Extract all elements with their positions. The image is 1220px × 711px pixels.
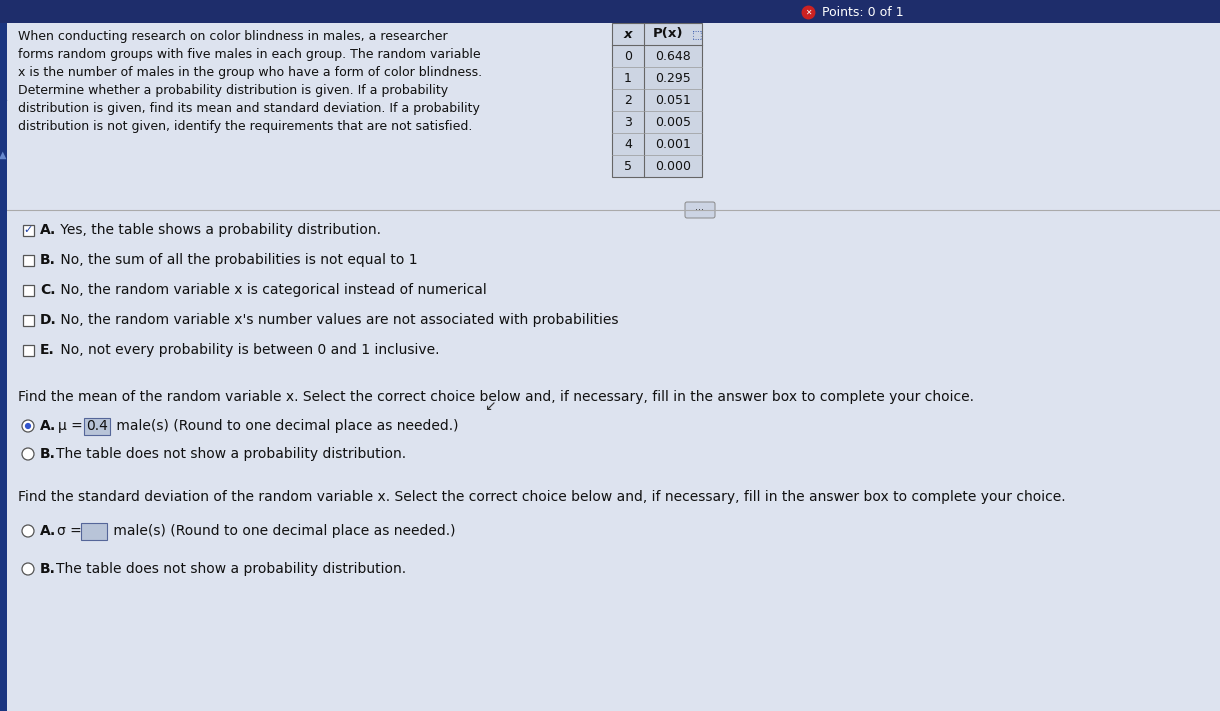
FancyBboxPatch shape bbox=[612, 23, 702, 177]
Text: B.: B. bbox=[40, 447, 56, 461]
Text: distribution is not given, identify the requirements that are not satisfied.: distribution is not given, identify the … bbox=[18, 120, 472, 133]
Text: The table does not show a probability distribution.: The table does not show a probability di… bbox=[56, 447, 406, 461]
FancyBboxPatch shape bbox=[684, 202, 715, 218]
Text: Points: 0 of 1: Points: 0 of 1 bbox=[822, 6, 904, 18]
FancyBboxPatch shape bbox=[0, 0, 7, 711]
FancyBboxPatch shape bbox=[22, 284, 33, 296]
Text: B.: B. bbox=[40, 253, 56, 267]
FancyBboxPatch shape bbox=[0, 0, 1220, 23]
Text: ✓: ✓ bbox=[23, 225, 33, 235]
Text: A.: A. bbox=[40, 419, 56, 433]
Text: Yes, the table shows a probability distribution.: Yes, the table shows a probability distr… bbox=[56, 223, 381, 237]
Text: 1: 1 bbox=[625, 72, 632, 85]
Text: A.: A. bbox=[40, 223, 56, 237]
Text: male(s) (Round to one decimal place as needed.): male(s) (Round to one decimal place as n… bbox=[112, 419, 459, 433]
Text: 0.295: 0.295 bbox=[655, 72, 691, 85]
Text: No, not every probability is between 0 and 1 inclusive.: No, not every probability is between 0 a… bbox=[56, 343, 439, 357]
Text: ▶: ▶ bbox=[0, 95, 7, 105]
Text: Find the standard deviation of the random variable x. Select the correct choice : Find the standard deviation of the rando… bbox=[18, 490, 1065, 504]
Text: ✕: ✕ bbox=[805, 8, 811, 16]
Text: ↙: ↙ bbox=[484, 399, 495, 413]
Text: x: x bbox=[623, 28, 632, 41]
Text: 0.051: 0.051 bbox=[655, 94, 691, 107]
Text: forms random groups with five males in each group. The random variable: forms random groups with five males in e… bbox=[18, 48, 481, 61]
Circle shape bbox=[22, 420, 34, 432]
FancyBboxPatch shape bbox=[22, 225, 33, 235]
Text: B.: B. bbox=[40, 562, 56, 576]
Text: No, the random variable x's number values are not associated with probabilities: No, the random variable x's number value… bbox=[56, 313, 619, 327]
Text: A.: A. bbox=[40, 524, 56, 538]
Text: No, the random variable x is categorical instead of numerical: No, the random variable x is categorical… bbox=[56, 283, 487, 297]
Text: The table does not show a probability distribution.: The table does not show a probability di… bbox=[56, 562, 406, 576]
Text: 0.001: 0.001 bbox=[655, 137, 691, 151]
Text: 0.000: 0.000 bbox=[655, 159, 691, 173]
Text: 0.4: 0.4 bbox=[87, 419, 107, 433]
FancyBboxPatch shape bbox=[22, 314, 33, 326]
Text: No, the sum of all the probabilities is not equal to 1: No, the sum of all the probabilities is … bbox=[56, 253, 417, 267]
Text: E.: E. bbox=[40, 343, 55, 357]
Text: ▲: ▲ bbox=[0, 150, 7, 160]
Text: σ =: σ = bbox=[57, 524, 82, 538]
Circle shape bbox=[22, 525, 34, 537]
Text: When conducting research on color blindness in males, a researcher: When conducting research on color blindn… bbox=[18, 30, 448, 43]
Text: 3: 3 bbox=[625, 115, 632, 129]
FancyBboxPatch shape bbox=[22, 255, 33, 265]
FancyBboxPatch shape bbox=[81, 523, 107, 540]
Circle shape bbox=[22, 563, 34, 575]
Text: Determine whether a probability distribution is given. If a probability: Determine whether a probability distribu… bbox=[18, 84, 448, 97]
Circle shape bbox=[24, 423, 32, 429]
Text: male(s) (Round to one decimal place as needed.): male(s) (Round to one decimal place as n… bbox=[109, 524, 455, 538]
Text: x is the number of males in the group who have a form of color blindness.: x is the number of males in the group wh… bbox=[18, 66, 482, 79]
Text: 2: 2 bbox=[625, 94, 632, 107]
Circle shape bbox=[22, 448, 34, 460]
Text: 0: 0 bbox=[623, 50, 632, 63]
Text: ⬚: ⬚ bbox=[692, 29, 703, 39]
FancyBboxPatch shape bbox=[84, 418, 110, 435]
Text: μ =: μ = bbox=[59, 419, 87, 433]
Text: Find the mean of the random variable x. Select the correct choice below and, if : Find the mean of the random variable x. … bbox=[18, 390, 974, 404]
Text: 0.005: 0.005 bbox=[655, 115, 691, 129]
Text: 4: 4 bbox=[625, 137, 632, 151]
Text: 0.648: 0.648 bbox=[655, 50, 691, 63]
Text: distribution is given, find its mean and standard deviation. If a probability: distribution is given, find its mean and… bbox=[18, 102, 479, 115]
Text: ···: ··· bbox=[695, 205, 704, 215]
Text: 5: 5 bbox=[623, 159, 632, 173]
FancyBboxPatch shape bbox=[22, 345, 33, 356]
Text: C.: C. bbox=[40, 283, 55, 297]
Text: D.: D. bbox=[40, 313, 57, 327]
Text: P(x): P(x) bbox=[653, 28, 683, 41]
